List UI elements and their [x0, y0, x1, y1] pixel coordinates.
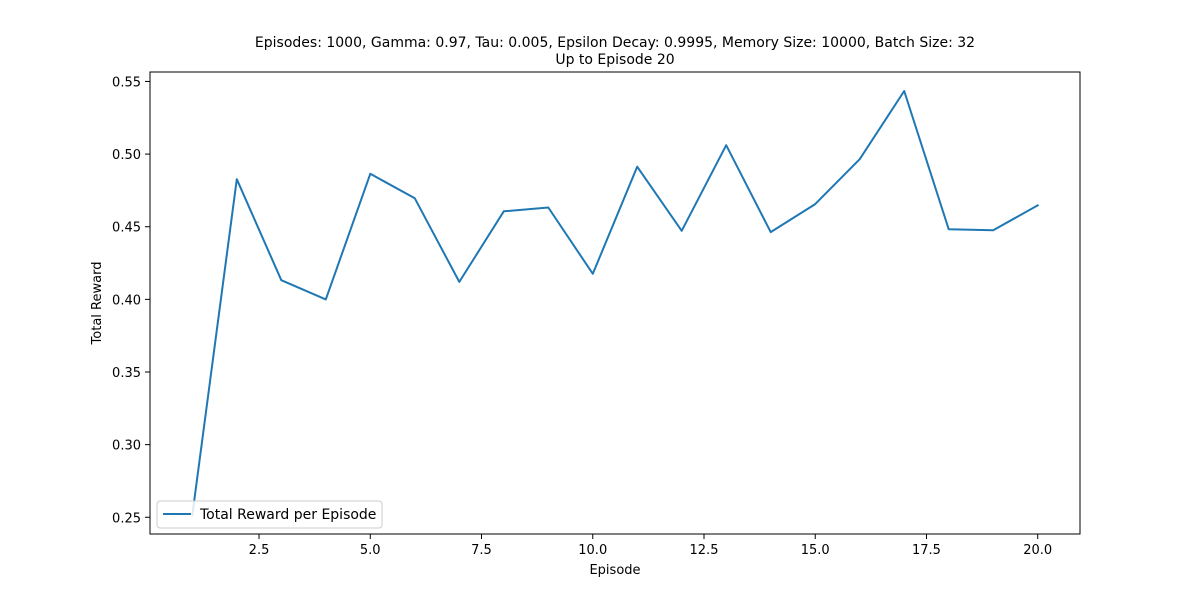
legend-label: Total Reward per Episode	[199, 507, 376, 523]
x-tick-label: 10.0	[578, 543, 607, 558]
plot-area	[150, 72, 1080, 534]
chart-subtitle: Up to Episode 20	[555, 52, 674, 68]
chart-title: Episodes: 1000, Gamma: 0.97, Tau: 0.005,…	[255, 35, 975, 51]
legend: Total Reward per Episode	[156, 500, 383, 529]
y-tick-label: 0.35	[112, 366, 141, 381]
x-tick-label: 17.5	[912, 543, 941, 558]
x-tick-label: 20.0	[1023, 543, 1052, 558]
x-axis-ticks: 2.5 5.0 7.5 10.0 12.5 15.0 17.5 20.0	[249, 534, 1052, 558]
y-axis-ticks: 0.25 0.30 0.35 0.40 0.45 0.50 0.55	[112, 75, 150, 526]
x-tick-label: 12.5	[690, 543, 719, 558]
y-tick-label: 0.50	[112, 148, 141, 163]
x-tick-label: 2.5	[249, 543, 270, 558]
y-tick-label: 0.45	[112, 221, 141, 236]
x-tick-label: 5.0	[360, 543, 381, 558]
x-axis-label: Episode	[589, 563, 640, 578]
y-tick-label: 0.55	[112, 75, 141, 90]
x-tick-label: 15.0	[801, 543, 830, 558]
x-tick-label: 7.5	[471, 543, 492, 558]
series-line	[191, 90, 1040, 517]
legend-box	[156, 500, 383, 529]
y-axis-label: Total Reward	[90, 262, 105, 346]
y-tick-label: 0.40	[112, 293, 141, 308]
series-layer	[191, 90, 1040, 517]
y-tick-label: 0.30	[112, 439, 141, 454]
plot-frame	[149, 71, 1081, 535]
y-tick-label: 0.25	[112, 511, 141, 526]
